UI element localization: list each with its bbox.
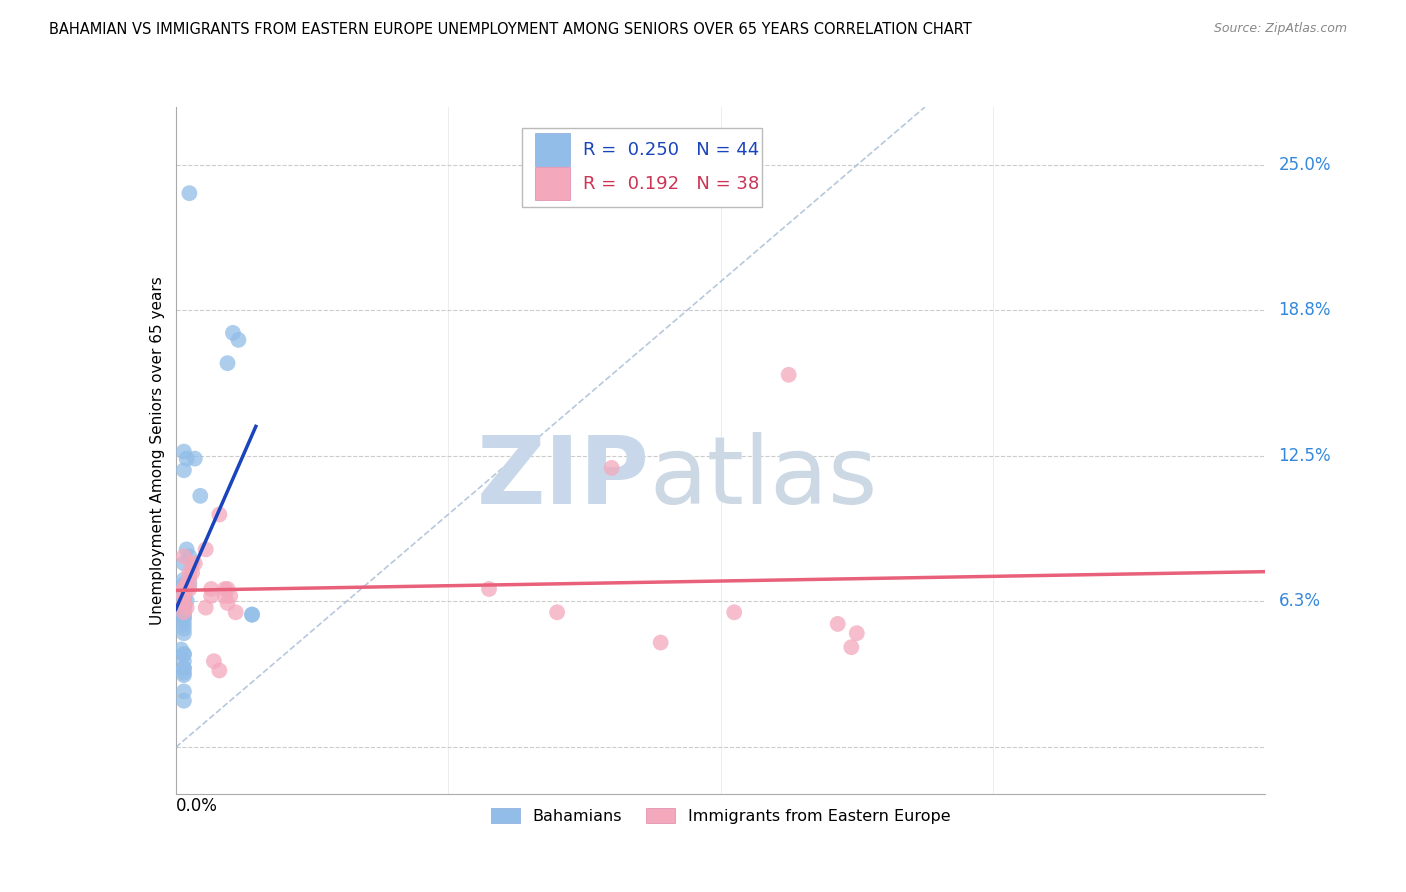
Point	[217, 596, 239, 610]
Point	[217, 582, 239, 596]
Point	[173, 607, 195, 622]
Text: R =  0.192   N = 38: R = 0.192 N = 38	[583, 175, 759, 193]
Point	[173, 647, 195, 661]
Point	[179, 577, 201, 591]
Point	[173, 605, 195, 619]
Point	[176, 451, 198, 466]
Point	[176, 582, 198, 596]
Point	[194, 542, 217, 557]
Text: ZIP: ZIP	[477, 432, 650, 524]
Text: 12.5%: 12.5%	[1278, 447, 1331, 466]
Point	[173, 596, 195, 610]
Point	[208, 508, 231, 522]
Point	[184, 451, 207, 466]
Point	[173, 589, 195, 603]
Point	[173, 589, 195, 603]
Point	[173, 584, 195, 599]
Point	[173, 647, 195, 661]
Point	[219, 589, 242, 603]
Point	[222, 326, 245, 340]
Point	[173, 596, 195, 610]
Point	[173, 661, 195, 675]
Point	[173, 577, 195, 591]
Point	[176, 542, 198, 557]
Point	[208, 664, 231, 678]
Point	[200, 589, 222, 603]
Text: BAHAMIAN VS IMMIGRANTS FROM EASTERN EUROPE UNEMPLOYMENT AMONG SENIORS OVER 65 YE: BAHAMIAN VS IMMIGRANTS FROM EASTERN EURO…	[49, 22, 972, 37]
FancyBboxPatch shape	[522, 128, 762, 207]
Point	[179, 566, 201, 580]
Y-axis label: Unemployment Among Seniors over 65 years: Unemployment Among Seniors over 65 years	[149, 277, 165, 624]
Point	[650, 635, 672, 649]
Point	[225, 605, 247, 619]
Text: R =  0.250   N = 44: R = 0.250 N = 44	[583, 141, 759, 159]
Point	[173, 584, 195, 599]
Point	[173, 665, 195, 680]
Point	[176, 593, 198, 607]
Text: 25.0%: 25.0%	[1278, 156, 1331, 174]
FancyBboxPatch shape	[536, 133, 571, 166]
Point	[173, 582, 195, 596]
Point	[173, 557, 195, 571]
Point	[214, 582, 236, 596]
Point	[173, 444, 195, 458]
Point	[173, 694, 195, 708]
Point	[827, 616, 849, 631]
Point	[179, 573, 201, 587]
Point	[546, 605, 568, 619]
Point	[173, 599, 195, 613]
Point	[173, 593, 195, 607]
Text: Source: ZipAtlas.com: Source: ZipAtlas.com	[1213, 22, 1347, 36]
Point	[173, 612, 195, 626]
Point	[778, 368, 800, 382]
Text: 6.3%: 6.3%	[1278, 591, 1320, 609]
Point	[202, 654, 225, 668]
Point	[170, 642, 193, 657]
Point	[184, 557, 207, 571]
Point	[194, 600, 217, 615]
Point	[173, 626, 195, 640]
Point	[173, 668, 195, 682]
Point	[478, 582, 501, 596]
Point	[176, 577, 198, 591]
Point	[173, 573, 195, 587]
Point	[200, 582, 222, 596]
Text: 0.0%: 0.0%	[176, 797, 218, 815]
Point	[188, 489, 211, 503]
Text: atlas: atlas	[650, 432, 877, 524]
Point	[845, 626, 868, 640]
Point	[173, 582, 195, 596]
Point	[841, 640, 863, 655]
Point	[176, 600, 198, 615]
Point	[240, 607, 263, 622]
Point	[173, 600, 195, 615]
Point	[600, 461, 623, 475]
Point	[179, 186, 201, 201]
Point	[170, 593, 193, 607]
Point	[179, 582, 201, 596]
Point	[173, 600, 195, 615]
Point	[240, 607, 263, 622]
Point	[181, 557, 204, 571]
Point	[214, 589, 236, 603]
Point	[173, 616, 195, 631]
Point	[179, 549, 201, 564]
Legend: Bahamians, Immigrants from Eastern Europe: Bahamians, Immigrants from Eastern Europ…	[485, 802, 956, 830]
Point	[173, 622, 195, 636]
Point	[173, 549, 195, 564]
Point	[173, 463, 195, 477]
Point	[173, 582, 195, 596]
Point	[173, 589, 195, 603]
Point	[173, 654, 195, 668]
FancyBboxPatch shape	[536, 168, 571, 201]
Point	[173, 684, 195, 698]
Text: 18.8%: 18.8%	[1278, 301, 1331, 318]
Point	[228, 333, 250, 347]
Point	[173, 661, 195, 675]
Point	[173, 610, 195, 624]
Point	[217, 356, 239, 370]
Point	[181, 566, 204, 580]
Point	[723, 605, 745, 619]
